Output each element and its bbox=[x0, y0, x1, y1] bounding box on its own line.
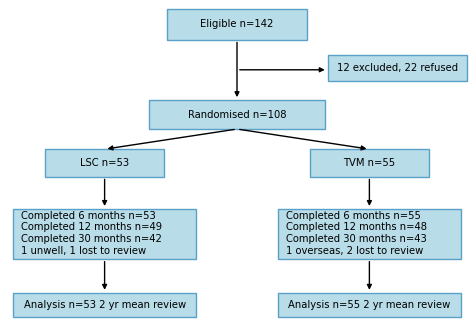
FancyBboxPatch shape bbox=[46, 149, 164, 177]
Text: 1 unwell, 1 lost to review: 1 unwell, 1 lost to review bbox=[21, 246, 146, 256]
Text: Completed 30 months n=42: Completed 30 months n=42 bbox=[21, 234, 162, 244]
Text: Randomised n=108: Randomised n=108 bbox=[188, 110, 286, 119]
Text: 1 overseas, 2 lost to review: 1 overseas, 2 lost to review bbox=[286, 246, 423, 256]
Text: Eligible n=142: Eligible n=142 bbox=[201, 19, 273, 29]
Text: 12 excluded, 22 refused: 12 excluded, 22 refused bbox=[337, 63, 458, 73]
Text: Analysis n=53 2 yr mean review: Analysis n=53 2 yr mean review bbox=[24, 300, 186, 310]
FancyBboxPatch shape bbox=[278, 209, 461, 259]
FancyBboxPatch shape bbox=[310, 149, 428, 177]
Text: LSC n=53: LSC n=53 bbox=[80, 158, 129, 168]
Text: Completed 12 months n=49: Completed 12 months n=49 bbox=[21, 222, 163, 232]
FancyBboxPatch shape bbox=[167, 9, 307, 39]
Text: TVM n=55: TVM n=55 bbox=[343, 158, 395, 168]
Text: Completed 30 months n=43: Completed 30 months n=43 bbox=[286, 234, 427, 244]
FancyBboxPatch shape bbox=[328, 55, 467, 81]
Text: Completed 12 months n=48: Completed 12 months n=48 bbox=[286, 222, 427, 232]
FancyBboxPatch shape bbox=[13, 209, 196, 259]
FancyBboxPatch shape bbox=[149, 100, 325, 129]
Text: Completed 6 months n=53: Completed 6 months n=53 bbox=[21, 211, 156, 221]
Text: Analysis n=55 2 yr mean review: Analysis n=55 2 yr mean review bbox=[288, 300, 450, 310]
FancyBboxPatch shape bbox=[13, 293, 196, 317]
FancyBboxPatch shape bbox=[278, 293, 461, 317]
Text: Completed 6 months n=55: Completed 6 months n=55 bbox=[286, 211, 421, 221]
